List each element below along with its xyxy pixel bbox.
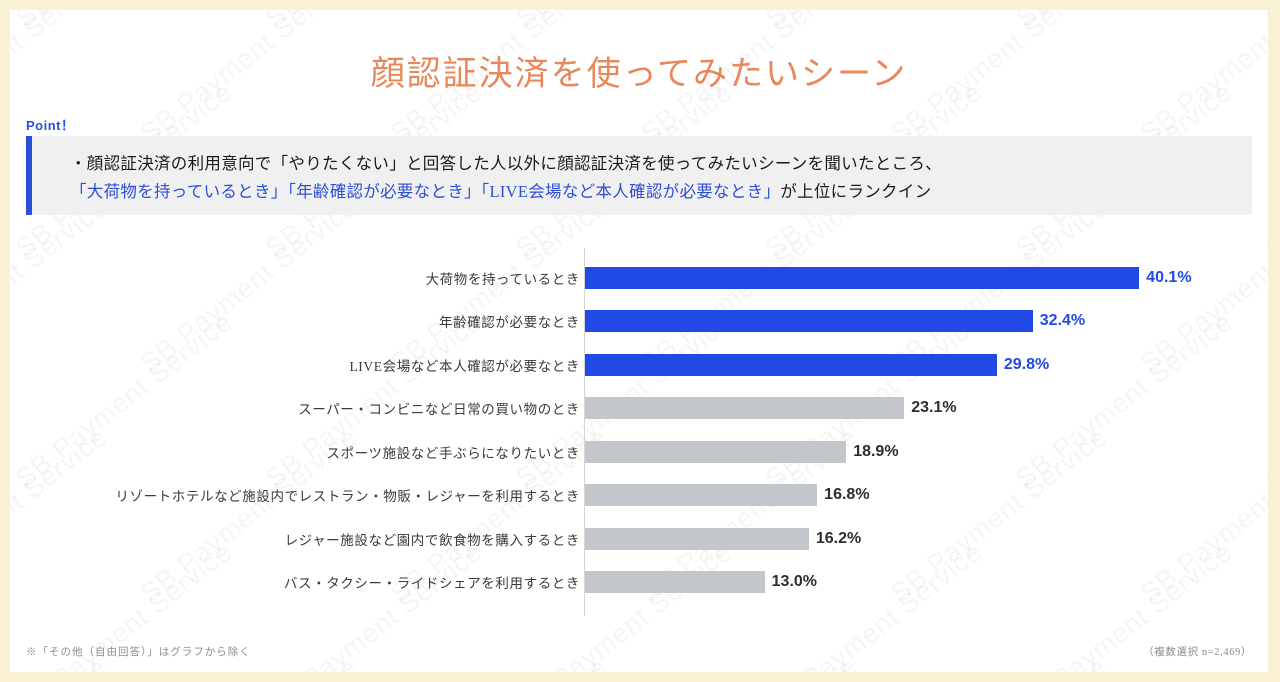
point-line-2: 「大荷物を持っているとき」「年齢確認が必要なとき」「LIVE会場など本人確認が必…	[70, 178, 942, 206]
category-label: スポーツ施設など手ぶらになりたいとき	[326, 445, 580, 461]
footnote-left: ※「その他（自由回答）」はグラフから除く	[26, 647, 251, 658]
watermark-text: SB Payment Service	[510, 10, 738, 34]
bar-value-label: 32.4%	[1039, 312, 1086, 330]
chart-bar	[585, 527, 809, 550]
point-accent-bar	[26, 136, 32, 215]
chart-bar	[585, 571, 765, 594]
page-title: 顔認証決済を使ってみたいシーン	[370, 56, 908, 93]
slide-canvas: SB Payment Service SB Payment Service SB P…	[10, 10, 1268, 672]
watermark-text: SB Payment Service	[1010, 10, 1238, 34]
bar-value-label: 23.1%	[911, 399, 957, 417]
category-label: LIVE会場など本人確認が必要なとき	[349, 358, 580, 374]
watermark-text: SB Payment Service	[635, 651, 863, 672]
watermark-text: SB Payment Service	[10, 10, 238, 34]
point-text: ・顔認証決済の利用意向で「やりたくない」と回答した人以外に顔認証決済を使ってみた…	[70, 150, 942, 206]
chart-row: リゾートホテルなど施設内でレストラン・物販・レジャーを利用するとき 16.8%	[10, 474, 1268, 518]
chart-bar	[585, 353, 997, 376]
category-label: 年齢確認が必要なとき	[439, 315, 580, 331]
chart-row: スポーツ施設など手ぶらになりたいとき 18.9%	[10, 430, 1268, 474]
category-label: レジャー施設など園内で飲食物を購入するとき	[284, 532, 580, 548]
watermark-text: SB Payment Service	[1260, 10, 1268, 34]
chart-row: レジャー施設など園内で飲食物を購入するとき 16.2%	[10, 517, 1268, 561]
point-label: Point！	[26, 118, 75, 133]
point-line-1: ・顔認証決済の利用意向で「やりたくない」と回答した人以外に顔認証決済を使ってみた…	[70, 154, 942, 173]
bar-value-label: 13.0%	[771, 573, 818, 591]
bar-value-label: 16.2%	[815, 529, 862, 547]
point-line-2-tail: が上位にランクイン	[780, 182, 932, 201]
bar-chart: 大荷物を持っているとき 40.1% 年齢確認が必要なとき 32.4% LIVE会場など本…	[10, 242, 1268, 624]
chart-bar	[585, 484, 818, 507]
category-label: スーパー・コンビニなど日常の買い物のとき	[298, 402, 580, 418]
bar-value-label: 40.1%	[1146, 268, 1192, 286]
chart-bar	[585, 440, 847, 463]
chart-axis-line	[584, 248, 585, 616]
bar-value-label: 16.8%	[824, 486, 870, 504]
chart-row: 大荷物を持っているとき 40.1%	[10, 256, 1268, 300]
chart-bar	[585, 397, 905, 420]
watermark-text: SB Payment Service	[385, 651, 613, 672]
bar-value-label: 29.8%	[1003, 355, 1050, 373]
watermark-text: SB Payment Service	[885, 651, 1113, 672]
category-label: 大荷物を持っているとき	[425, 271, 580, 287]
watermark-text: SB Payment Service	[760, 10, 988, 34]
chart-row: 年齢確認が必要なとき 32.4%	[10, 300, 1268, 344]
bar-value-label: 18.9%	[853, 442, 899, 460]
footnote-right: （複数選択 n=2,469）	[1143, 647, 1252, 658]
chart-bar	[585, 266, 1140, 289]
point-highlight: 「大荷物を持っているとき」「年齢確認が必要なとき」「LIVE会場など本人確認が必…	[70, 182, 781, 201]
chart-row: バス・タクシー・ライドシェアを利用するとき 13.0%	[10, 561, 1268, 605]
chart-bar	[585, 310, 1033, 333]
watermark-text: SB Payment Service	[260, 10, 488, 34]
category-label: バス・タクシー・ライドシェアを利用するとき	[283, 576, 580, 592]
watermark-text: SB Payment Service	[1260, 76, 1268, 264]
category-label: リゾートホテルなど施設内でレストラン・物販・レジャーを利用するとき	[115, 489, 580, 505]
chart-row: LIVE会場など本人確認が必要なとき 29.8%	[10, 343, 1268, 387]
chart-row: スーパー・コンビニなど日常の買い物のとき 23.1%	[10, 387, 1268, 431]
point-box: ・顔認証決済の利用意向で「やりたくない」と回答した人以外に顔認証決済を使ってみた…	[26, 136, 1252, 215]
